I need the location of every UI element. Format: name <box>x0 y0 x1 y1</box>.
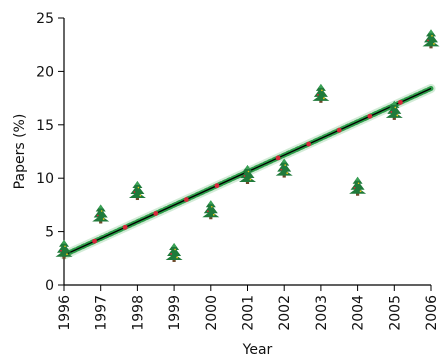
christmas-tree-icon <box>202 200 220 220</box>
x-tick-label: 2002 <box>277 295 293 331</box>
y-tick-label: 0 <box>45 278 54 294</box>
y-tick-label: 5 <box>45 225 54 241</box>
garland-ornament <box>306 141 312 147</box>
garland-ornament <box>398 99 403 105</box>
axes <box>58 17 432 291</box>
data-points <box>55 29 440 262</box>
y-axis-title: Papers (%) <box>12 114 28 190</box>
x-tick-label: 1997 <box>94 295 110 331</box>
garland-ornament <box>122 224 128 230</box>
christmas-tree-icon <box>422 29 440 49</box>
x-tick-label: 1998 <box>130 295 146 331</box>
garland-ornament <box>367 113 373 119</box>
christmas-tree-icon <box>349 176 367 196</box>
garland-ornament <box>336 127 342 133</box>
x-tick-label: 1996 <box>57 295 73 331</box>
x-tick-label: 2001 <box>241 295 257 331</box>
x-tick-label: 2003 <box>314 295 330 331</box>
y-tick-label: 25 <box>36 11 54 27</box>
christmas-tree-icon <box>165 242 183 262</box>
christmas-tree-icon <box>92 204 110 224</box>
y-tick-label: 20 <box>36 64 54 80</box>
x-tick-label: 2006 <box>424 295 440 331</box>
garland-ornament <box>92 238 97 244</box>
garland-ornament <box>214 183 220 189</box>
garland-ornament <box>183 197 189 202</box>
x-tick-label: 2004 <box>351 295 367 331</box>
x-axis-title: Year <box>242 342 273 358</box>
garland-ornament <box>153 211 159 216</box>
christmas-tree-icon <box>128 181 146 201</box>
christmas-tree-icon <box>312 83 330 103</box>
y-tick-label: 10 <box>36 171 54 187</box>
x-tick-label: 2005 <box>387 295 403 331</box>
x-tick-label: 2000 <box>204 295 220 331</box>
axis-labels: 0 5 10 15 20 25 1996 1997 1998 1999 2000 2001 2002 20… <box>12 11 440 358</box>
y-tick-label: 15 <box>36 118 54 134</box>
x-tick-label: 1999 <box>167 295 183 331</box>
garland-ornament <box>275 155 281 161</box>
